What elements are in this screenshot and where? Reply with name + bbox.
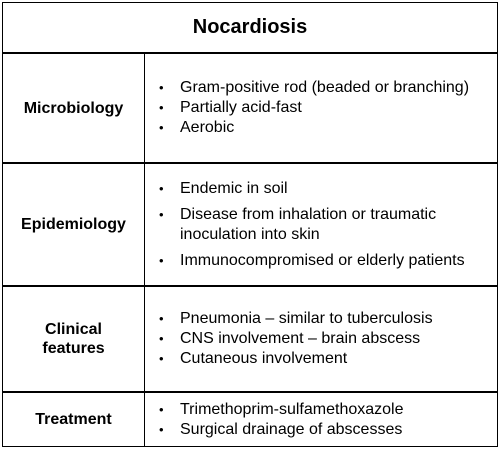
row-items-clinical-features: • Pneumonia – similar to tuberculosis • … <box>145 287 497 391</box>
list-item: • Surgical drainage of abscesses <box>159 420 497 440</box>
list-item: • Immunocompromised or elderly patients <box>159 251 497 271</box>
row-label-treatment: Treatment <box>3 393 145 446</box>
bullet-icon: • <box>159 80 164 95</box>
row-items-treatment: • Trimethoprim-sulfamethoxazole • Surgic… <box>145 393 497 446</box>
list-item: • Pneumonia – similar to tuberculosis <box>159 309 497 329</box>
bullet-icon: • <box>159 311 164 326</box>
bullet-icon: • <box>159 351 164 366</box>
item-text: Immunocompromised or elderly patients <box>180 251 465 269</box>
item-text: Trimethoprim-sulfamethoxazole <box>180 400 404 418</box>
item-text: Pneumonia – similar to tuberculosis <box>180 310 433 327</box>
row-microbiology: Microbiology • Gram-positive rod (beaded… <box>3 54 497 164</box>
row-label-clinical-features: Clinical features <box>3 287 145 391</box>
item-text: Partially acid-fast <box>180 99 302 116</box>
row-treatment: Treatment • Trimethoprim-sulfamethoxazol… <box>3 393 497 446</box>
list-item: • CNS involvement – brain abscess <box>159 329 497 349</box>
row-clinical-features: Clinical features • Pneumonia – similar … <box>3 287 497 393</box>
bullet-icon: • <box>159 206 164 222</box>
bullet-icon: • <box>159 100 164 115</box>
item-text: CNS involvement – brain abscess <box>180 330 421 347</box>
list-item: • Trimethoprim-sulfamethoxazole <box>159 400 497 420</box>
row-epidemiology: Epidemiology • Endemic in soil • Disease… <box>3 164 497 287</box>
item-text: Cutaneous involvement <box>180 350 348 367</box>
list-item: • Disease from inhalation or traumatic i… <box>159 205 497 245</box>
item-text: Disease from inhalation or traumatic ino… <box>180 205 437 243</box>
bullet-icon: • <box>159 331 164 346</box>
table-title: Nocardiosis <box>3 3 497 54</box>
list-item: • Gram-positive rod (beaded or branching… <box>159 78 497 98</box>
bullet-icon: • <box>159 421 164 437</box>
row-items-epidemiology: • Endemic in soil • Disease from inhalat… <box>145 164 497 285</box>
item-text: Surgical drainage of abscesses <box>180 420 403 438</box>
row-label-microbiology: Microbiology <box>3 54 145 162</box>
bullet-icon: • <box>159 252 164 268</box>
list-item: • Partially acid-fast <box>159 98 497 118</box>
row-items-microbiology: • Gram-positive rod (beaded or branching… <box>145 54 497 162</box>
bullet-icon: • <box>159 180 164 196</box>
item-text: Gram-positive rod (beaded or branching) <box>180 79 470 96</box>
row-label-epidemiology: Epidemiology <box>3 164 145 285</box>
row-label-text: Clinical features <box>42 321 105 357</box>
list-item: • Endemic in soil <box>159 179 497 199</box>
nocardiosis-table: Nocardiosis Microbiology • Gram-positive… <box>2 2 498 447</box>
bullet-icon: • <box>159 401 164 417</box>
list-item: • Cutaneous involvement <box>159 349 497 369</box>
list-item: • Aerobic <box>159 118 497 138</box>
item-text: Endemic in soil <box>180 179 288 197</box>
item-text: Aerobic <box>180 119 235 136</box>
bullet-icon: • <box>159 120 164 135</box>
